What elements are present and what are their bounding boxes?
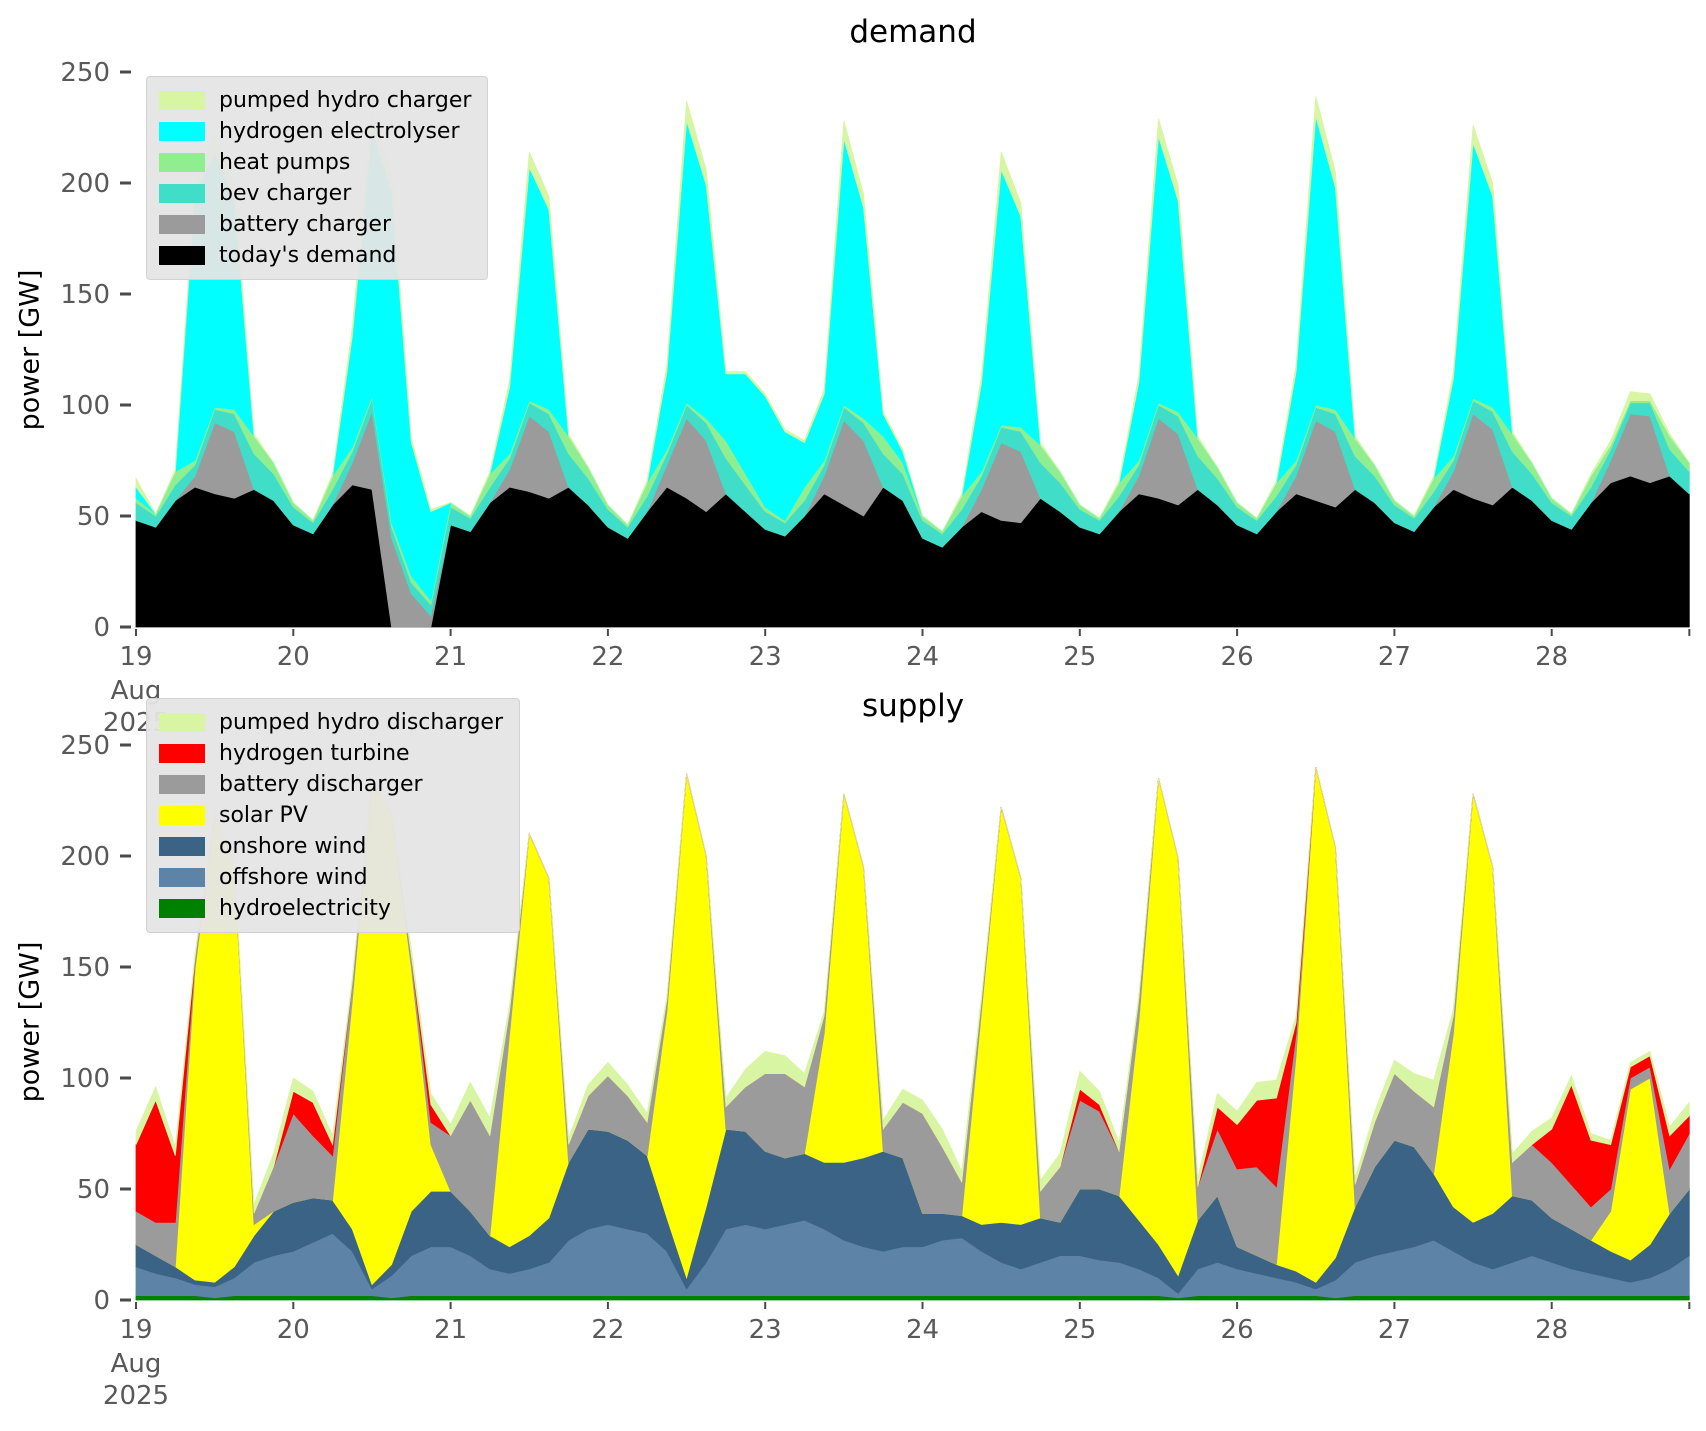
supply-xtick-label-27: 27: [1378, 1315, 1411, 1345]
legend-item-solar-pv: solar PV: [159, 800, 503, 831]
legend-item-onshore-wind: onshore wind: [159, 831, 503, 862]
supply-ytick-label-100: 100: [60, 1064, 110, 1094]
supply-xaxis-month-label: Aug: [111, 1349, 162, 1379]
heat-pumps-legend-label: heat pumps: [219, 150, 351, 175]
demand-xtick-label-23: 23: [749, 642, 782, 672]
hydrogen-turbine-legend-label: hydrogen turbine: [219, 741, 410, 766]
demand-ytick-label-250: 250: [60, 58, 110, 88]
demand-xtick-label-26: 26: [1221, 642, 1254, 672]
bev-charger-swatch-icon: [159, 184, 205, 203]
hydrogen-turbine-swatch-icon: [159, 744, 205, 763]
pumped-hydro-discharger-swatch-icon: [159, 713, 205, 732]
onshore-wind-legend-label: onshore wind: [219, 834, 367, 859]
hydroelectricity-swatch-icon: [159, 899, 205, 918]
supply-xtick-label-22: 22: [591, 1315, 624, 1345]
supply-chart-title: supply: [861, 688, 965, 724]
supply-xtick-label-28: 28: [1535, 1315, 1568, 1345]
legend-item-battery-charger: battery charger: [159, 209, 471, 240]
offshore-wind-swatch-icon: [159, 868, 205, 887]
demand-ytick-label-100: 100: [60, 391, 110, 421]
demand-xtick-label-19: 19: [119, 642, 152, 672]
todays-demand-legend-label: today's demand: [219, 243, 397, 268]
supply-ytick-label-0: 0: [93, 1286, 110, 1316]
solar-pv-swatch-icon: [159, 806, 205, 825]
demand-xtick-label-20: 20: [277, 642, 310, 672]
heat-pumps-swatch-icon: [159, 153, 205, 172]
supply-ytick-label-250: 250: [60, 731, 110, 761]
bev-charger-legend-label: bev charger: [219, 181, 352, 206]
legend-item-hydrogen-turbine: hydrogen turbine: [159, 738, 503, 769]
supply-area-pumped-hydro-discharger: [135, 767, 1690, 1214]
legend-item-offshore-wind: offshore wind: [159, 862, 503, 893]
demand-ytick-label-200: 200: [60, 169, 110, 199]
demand-xtick-label-24: 24: [906, 642, 939, 672]
demand-xtick-label-27: 27: [1378, 642, 1411, 672]
legend-item-bev-charger: bev charger: [159, 178, 471, 209]
onshore-wind-swatch-icon: [159, 837, 205, 856]
supply-area-hydroelectricity: [135, 1295, 1690, 1301]
legend-item-hydrogen-electrolyser: hydrogen electrolyser: [159, 116, 471, 147]
pumped-hydro-charger-swatch-icon: [159, 91, 205, 110]
supply-y-axis-label: power [GW]: [14, 941, 46, 1103]
supply-xtick-label-26: 26: [1221, 1315, 1254, 1345]
hydroelectricity-legend-label: hydroelectricity: [219, 896, 391, 921]
offshore-wind-legend-label: offshore wind: [219, 865, 368, 890]
hydrogen-electrolyser-swatch-icon: [159, 122, 205, 141]
legend-item-pumped-hydro-discharger: pumped hydro discharger: [159, 707, 503, 738]
supply-xaxis-year-label: 2025: [103, 1381, 169, 1411]
legend-item-hydroelectricity: hydroelectricity: [159, 893, 503, 924]
supply-xtick-label-23: 23: [749, 1315, 782, 1345]
demand-area-pumped-hydro-charger: [135, 96, 1690, 533]
demand-xtick-label-25: 25: [1063, 642, 1096, 672]
pumped-hydro-discharger-legend-label: pumped hydro discharger: [219, 710, 504, 735]
supply-xtick-label-19: 19: [119, 1315, 152, 1345]
pumped-hydro-charger-legend-label: pumped hydro charger: [219, 88, 472, 113]
hydrogen-electrolyser-legend-label: hydrogen electrolyser: [219, 119, 460, 144]
supply-xtick-label-21: 21: [434, 1315, 467, 1345]
supply-xtick-label-25: 25: [1063, 1315, 1096, 1345]
demand-ytick-label-50: 50: [77, 502, 110, 532]
battery-discharger-legend-label: battery discharger: [219, 772, 423, 797]
supply-ytick-label-50: 50: [77, 1175, 110, 1205]
legend-item-todays-demand: today's demand: [159, 240, 471, 271]
demand-ytick-label-150: 150: [60, 280, 110, 310]
battery-discharger-swatch-icon: [159, 775, 205, 794]
todays-demand-swatch-icon: [159, 246, 205, 265]
battery-charger-legend-label: battery charger: [219, 212, 392, 237]
demand-ytick-label-0: 0: [93, 613, 110, 643]
battery-charger-swatch-icon: [159, 215, 205, 234]
solar-pv-legend-label: solar PV: [219, 803, 308, 828]
demand-xtick-label-22: 22: [591, 642, 624, 672]
demand-xtick-label-21: 21: [434, 642, 467, 672]
legend-item-pumped-hydro-charger: pumped hydro charger: [159, 85, 471, 116]
demand-xtick-label-28: 28: [1535, 642, 1568, 672]
supply-ytick-label-150: 150: [60, 953, 110, 983]
demand-legend: pumped hydro charger hydrogen electrolyse…: [146, 76, 489, 280]
legend-item-heat-pumps: heat pumps: [159, 147, 471, 178]
supply-xtick-label-24: 24: [906, 1315, 939, 1345]
demand-y-axis-label: power [GW]: [14, 269, 46, 431]
supply-legend: pumped hydro discharger hydrogen turbine b…: [146, 698, 521, 933]
supply-ytick-label-200: 200: [60, 842, 110, 872]
legend-item-battery-discharger: battery discharger: [159, 769, 503, 800]
demand-chart-title: demand: [849, 14, 977, 50]
supply-xtick-label-20: 20: [277, 1315, 310, 1345]
